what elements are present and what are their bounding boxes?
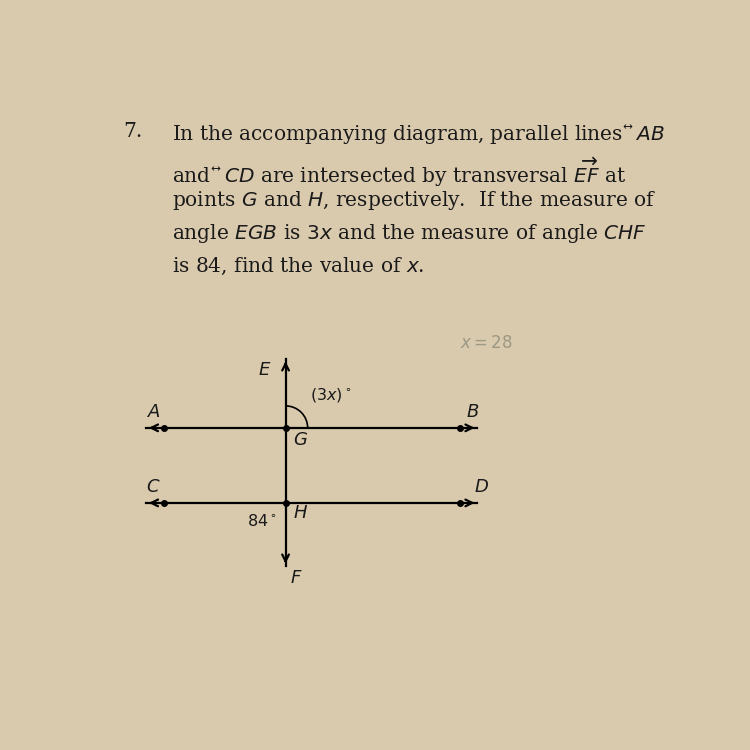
Text: 7.: 7. <box>123 122 142 141</box>
Text: angle $EGB$ is $3x$ and the measure of angle $CHF$: angle $EGB$ is $3x$ and the measure of a… <box>172 222 647 245</box>
Text: $B$: $B$ <box>466 403 479 421</box>
Text: $G$: $G$ <box>292 430 308 448</box>
Text: is 84, find the value of $x$.: is 84, find the value of $x$. <box>172 256 424 277</box>
Text: $A$: $A$ <box>146 403 160 421</box>
Text: and $\overleftrightarrow{CD}$ are intersected by transversal $\overrightarrow{EF: and $\overleftrightarrow{CD}$ are inters… <box>172 155 626 188</box>
Text: points $G$ and $H$, respectively.  If the measure of: points $G$ and $H$, respectively. If the… <box>172 189 656 211</box>
Text: $H$: $H$ <box>292 504 308 522</box>
Text: $(3x)^\circ$: $(3x)^\circ$ <box>310 386 352 404</box>
Text: $D$: $D$ <box>475 478 490 496</box>
Text: $C$: $C$ <box>146 478 160 496</box>
Text: $x = 28$: $x = 28$ <box>460 335 512 352</box>
Text: $E$: $E$ <box>258 362 271 380</box>
Text: In the accompanying diagram, parallel lines $\overleftrightarrow{AB}$: In the accompanying diagram, parallel li… <box>172 122 665 146</box>
Text: $F$: $F$ <box>290 569 303 587</box>
Text: $84^\circ$: $84^\circ$ <box>247 513 277 530</box>
